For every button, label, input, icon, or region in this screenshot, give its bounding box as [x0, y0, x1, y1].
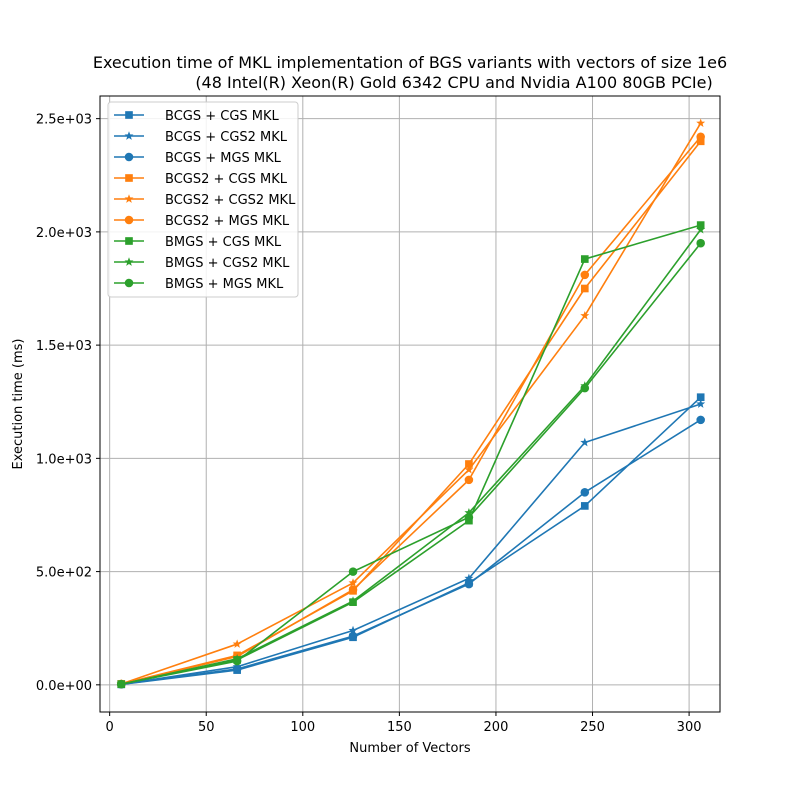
- star-marker: [464, 507, 474, 517]
- series-9: [116, 238, 705, 689]
- y-tick-label: 2.0e+03: [36, 226, 92, 241]
- x-axis-label: Number of Vectors: [349, 741, 470, 756]
- circle-marker: [464, 475, 474, 485]
- legend-label: BCGS + CGS2 MKL: [165, 130, 288, 145]
- star-marker: [696, 224, 706, 234]
- circle-marker: [124, 215, 134, 225]
- x-tick-label: 100: [290, 720, 315, 735]
- y-tick-label: 1.0e+03: [36, 452, 92, 467]
- circle-marker: [464, 512, 474, 522]
- legend-item: BMGS + CGS2 MKL: [114, 256, 290, 271]
- circle-marker: [464, 579, 474, 589]
- legend-item: BCGS + CGS2 MKL: [114, 130, 288, 145]
- star-marker: [232, 639, 242, 648]
- circle-marker: [696, 132, 705, 142]
- legend-label: BCGS + MGS MKL: [165, 151, 282, 166]
- x-tick-label: 150: [387, 720, 412, 735]
- circle-marker: [348, 567, 358, 576]
- legend-label: BMGS + MGS MKL: [165, 277, 284, 292]
- y-tick-label: 1.5e+03: [36, 339, 92, 354]
- star-marker: [348, 625, 358, 635]
- star-marker: [464, 464, 474, 474]
- chart-subtitle: (48 Intel(R) Xeon(R) Gold 6342 CPU and N…: [195, 73, 712, 92]
- series-line: [121, 242, 702, 685]
- series-line: [121, 136, 702, 685]
- series-line: [121, 403, 701, 686]
- circle-marker: [232, 664, 242, 674]
- legend-label: BCGS2 + CGS2 MKL: [165, 193, 296, 208]
- series-line: [121, 229, 702, 685]
- legend-label: BCGS2 + MGS MKL: [165, 214, 290, 229]
- square-marker: [580, 502, 589, 510]
- x-tick-label: 300: [677, 720, 702, 735]
- legend-item: BMGS + MGS MKL: [114, 277, 284, 292]
- grid: [100, 96, 720, 712]
- circle-marker: [696, 415, 705, 425]
- series-line: [120, 122, 702, 685]
- legend-item: BMGS + CGS MKL: [114, 235, 282, 250]
- legend-item: BCGS + MGS MKL: [114, 151, 282, 166]
- legend-box: [107, 101, 299, 298]
- circle-marker: [124, 152, 134, 162]
- star-marker: [464, 573, 474, 583]
- legend-item: BCGS2 + CGS MKL: [114, 172, 288, 187]
- square-marker: [696, 393, 705, 402]
- star-marker: [124, 131, 134, 140]
- legend-item: BCGS + CGS MKL: [114, 109, 280, 124]
- x-tick-label: 50: [198, 720, 215, 735]
- ticks: 0 50 100 150 200 250 300 0.0e+00 5.0e+02 1.0e+03 1…: [36, 113, 702, 735]
- circle-marker: [124, 278, 134, 288]
- y-tick-label: 0.0e+00: [36, 679, 92, 694]
- series-line: [121, 419, 702, 686]
- circle-marker: [580, 488, 590, 497]
- circle-marker: [348, 631, 358, 641]
- square-marker: [465, 460, 473, 468]
- star-marker: [696, 118, 706, 127]
- square-marker: [580, 255, 589, 263]
- square-marker: [696, 137, 705, 146]
- y-tick-label: 2.5e+03: [36, 113, 92, 128]
- star-marker: [580, 437, 590, 447]
- legend: BCGS + CGS MKL BCGS + CGS2 MKL BCGS + MGS …: [107, 101, 299, 298]
- circle-marker: [696, 238, 705, 248]
- series-layer: [116, 118, 706, 689]
- x-tick-label: 250: [580, 720, 605, 735]
- star-marker: [696, 399, 706, 408]
- legend-item: BCGS2 + MGS MKL: [114, 214, 290, 229]
- x-tick-label: 200: [484, 720, 509, 735]
- square-marker: [125, 174, 133, 182]
- legend-label: BMGS + CGS MKL: [165, 235, 282, 250]
- chart-title: Execution time of MKL implementation of …: [93, 53, 727, 72]
- circle-marker: [348, 585, 358, 594]
- legend-label: BMGS + CGS2 MKL: [165, 256, 290, 271]
- star-marker: [348, 596, 358, 605]
- square-marker: [125, 111, 133, 119]
- star-marker: [124, 194, 134, 203]
- y-tick-label: 5.0e+02: [36, 566, 92, 581]
- legend-item: BCGS2 + CGS2 MKL: [114, 193, 296, 208]
- series-line: [121, 224, 701, 685]
- square-marker: [580, 284, 589, 293]
- circle-marker: [116, 679, 126, 689]
- star-marker: [124, 257, 134, 266]
- circle-marker: [232, 656, 242, 666]
- star-marker: [348, 578, 358, 587]
- square-marker: [125, 237, 133, 245]
- y-axis-label: Execution time (ms): [11, 338, 26, 469]
- series-line: [121, 140, 702, 685]
- plot-frame: [99, 95, 721, 713]
- star-marker: [580, 310, 590, 320]
- legend-label: BCGS + CGS MKL: [165, 109, 280, 124]
- circle-marker: [580, 270, 590, 280]
- x-tick-label: 0: [106, 720, 114, 735]
- circle-marker: [580, 383, 590, 393]
- legend-label: BCGS2 + CGS MKL: [165, 172, 288, 187]
